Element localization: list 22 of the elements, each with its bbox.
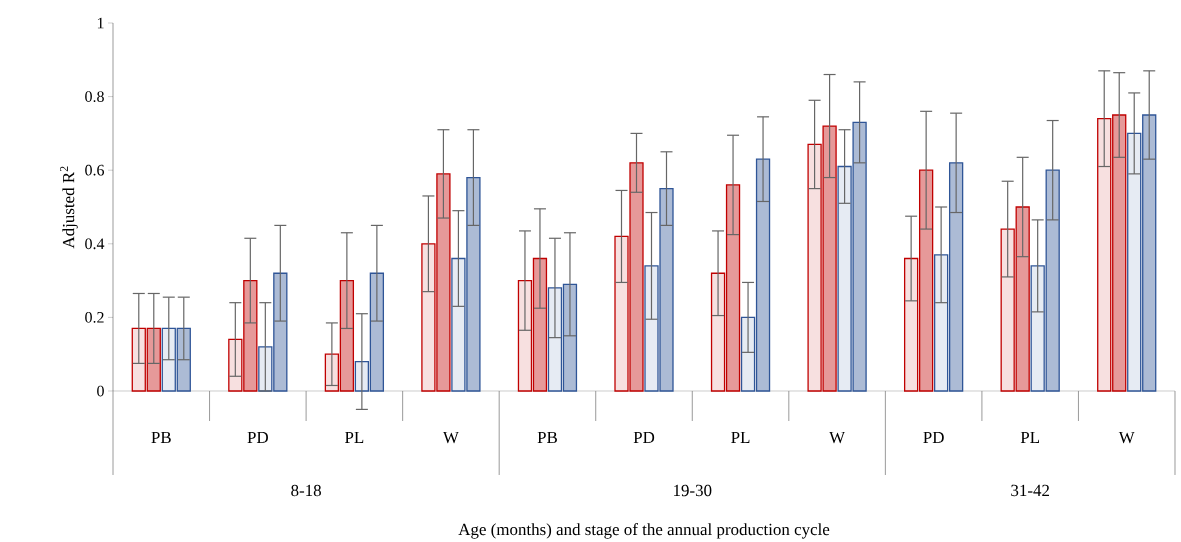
x-tick-label: W <box>442 431 459 444</box>
x-tick-label: PB <box>537 431 557 444</box>
x-tick-label: PL <box>1020 431 1040 444</box>
x-tick-label: PL <box>731 431 750 444</box>
x-tick-label: W <box>1118 431 1135 444</box>
y-tick-label: 0 <box>97 385 104 397</box>
y-tick-label: 0.8 <box>85 91 104 103</box>
text: 31-42 <box>1011 484 1049 497</box>
x-tick-label: PL <box>344 431 364 444</box>
x-tick-label: PB <box>151 431 171 444</box>
text: 8-18 <box>291 484 321 497</box>
x-tick-label: W <box>829 431 846 444</box>
y-tick-label: 0.2 <box>85 312 104 323</box>
text: 19-30 <box>674 484 712 497</box>
y-axis-title: Adjusted R$^{2}$ <box>60 166 78 249</box>
x-axis-title: Age (months) and stage of the annual production cycle <box>458 523 830 539</box>
y-tick-label: 1 <box>97 17 104 29</box>
y-tick-label: 0.4 <box>85 238 105 250</box>
x-tick-label: PD <box>247 431 268 444</box>
x-tick-label: PD <box>923 431 944 444</box>
x-tick-label: PD <box>633 431 655 444</box>
y-tick-label: 0.6 <box>85 164 105 176</box>
